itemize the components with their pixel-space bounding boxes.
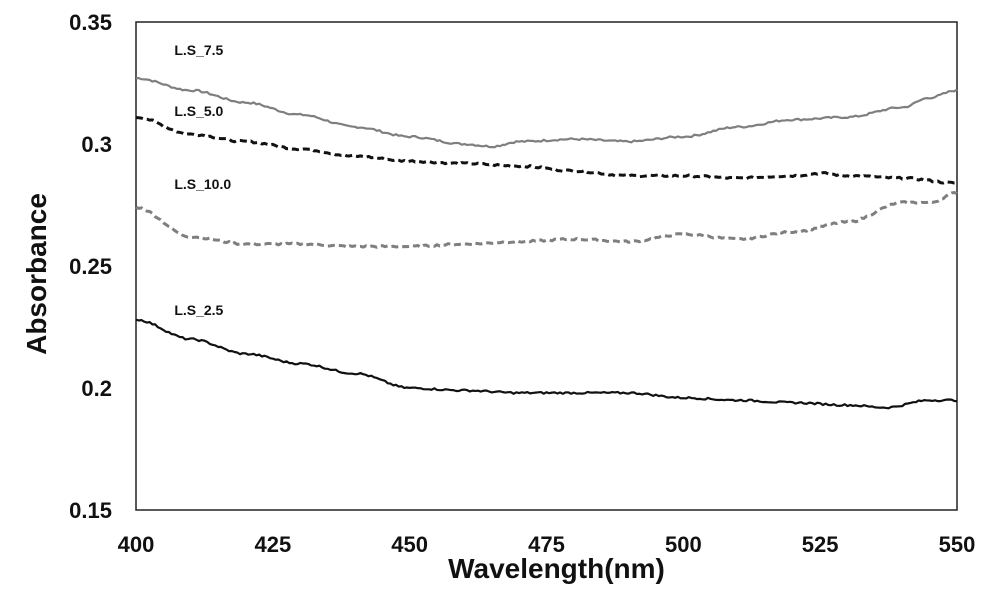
series-label: L.S_7.5	[174, 42, 223, 58]
series-line	[135, 76, 958, 149]
x-tick-label: 525	[802, 532, 839, 557]
series-line	[135, 318, 958, 410]
y-tick-label: 0.35	[69, 10, 112, 35]
plot-frame	[135, 21, 958, 511]
x-tick-label: 425	[254, 532, 291, 557]
series-label: L.S_10.0	[174, 176, 231, 192]
x-tick-label: 475	[528, 532, 565, 557]
x-axis-ticks: 400 425 450 475 500 525 550	[118, 532, 976, 557]
series-line	[135, 115, 958, 185]
y-tick-label: 0.15	[69, 498, 112, 523]
x-tick-label: 400	[118, 532, 155, 557]
series-label: L.S_5.0	[174, 103, 223, 119]
x-axis-title: Wavelength(nm)	[448, 553, 665, 584]
series-labels: L.S_7.5 L.S_5.0 L.S_10.0 L.S_2.5	[174, 42, 231, 318]
y-tick-label: 0.25	[69, 254, 112, 279]
y-tick-label: 0.2	[81, 376, 112, 401]
series-label: L.S_2.5	[174, 302, 223, 318]
series-line	[135, 190, 958, 249]
y-axis-ticks: 0.15 0.2 0.25 0.3 0.35	[69, 10, 112, 523]
plot-border	[135, 21, 958, 511]
x-tick-label: 500	[665, 532, 702, 557]
series-lines	[135, 76, 958, 410]
y-tick-label: 0.3	[81, 132, 112, 157]
x-tick-label: 450	[391, 532, 428, 557]
y-axis-title: Absorbance	[21, 193, 52, 355]
x-tick-label: 550	[939, 532, 976, 557]
